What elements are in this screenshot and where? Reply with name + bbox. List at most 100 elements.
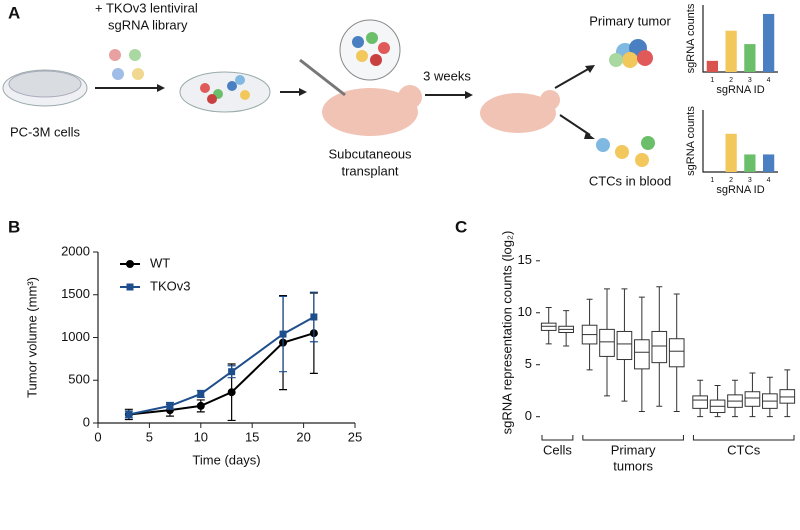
arrow: [559, 114, 591, 136]
transplant-label: Subcutaneous: [328, 146, 412, 161]
bar: [763, 13, 775, 72]
mouse: [480, 93, 556, 133]
x-tick-label: 2: [729, 77, 733, 84]
mouse-head: [540, 90, 560, 110]
group-label: tumors: [613, 458, 653, 473]
box: [540, 322, 557, 331]
arrow: [554, 67, 591, 89]
panel-label: A: [8, 3, 20, 22]
x-tick-label: 1: [710, 177, 714, 184]
y-tick-label: 1500: [61, 286, 90, 301]
y-tick-label: 2000: [61, 243, 90, 258]
group-label: CTCs: [727, 442, 761, 457]
axis: [97, 252, 355, 424]
arrowhead: [465, 91, 473, 99]
bar: [744, 154, 756, 172]
transplant-label: transplant: [341, 163, 398, 178]
panel-label: B: [8, 217, 20, 236]
diagram: [2, 19, 655, 167]
bar: [706, 60, 718, 72]
dish-cells: [8, 70, 82, 98]
bar: [725, 30, 737, 72]
box: [744, 391, 761, 407]
arrowhead: [299, 88, 307, 96]
x-tick-label: 3: [748, 77, 752, 84]
y-tick-label: 5: [525, 356, 532, 371]
x-tick-label: 0: [94, 429, 101, 444]
box: [692, 395, 708, 409]
point: [197, 390, 205, 398]
x-axis-label: sgRNA ID: [716, 84, 764, 96]
legend-marker: [126, 283, 134, 291]
y-tick-label: 15: [518, 252, 532, 267]
tumor: [609, 39, 653, 68]
point: [279, 330, 287, 338]
legend-label: TKOv3: [150, 278, 190, 293]
legend-marker: [126, 260, 134, 268]
x-tick-label: 10: [194, 429, 208, 444]
library-label: + TKOv3 lentiviral: [95, 0, 198, 15]
y-tick-label: 0: [525, 408, 532, 423]
bar: [763, 154, 775, 172]
ctc-label: CTCs in blood: [589, 173, 671, 188]
box: [634, 339, 650, 370]
box: [616, 330, 633, 361]
point: [125, 410, 133, 418]
cells-label: PC-3M cells: [10, 124, 81, 139]
box: [599, 328, 615, 357]
arrowhead: [584, 132, 595, 139]
y-tick-label: 0: [83, 414, 90, 429]
x-tick-label: 25: [348, 429, 362, 444]
series-line: [128, 332, 315, 416]
y-tick-label: 10: [518, 304, 532, 319]
x-tick-label: 1: [710, 77, 714, 84]
x-tick-label: 3: [748, 177, 752, 184]
x-tick-label: 4: [767, 77, 771, 84]
x-tick-label: 15: [245, 429, 259, 444]
point: [166, 402, 174, 410]
bar: [744, 44, 756, 72]
library-label: sgRNA library: [108, 17, 188, 32]
tumor-label: Primary tumor: [589, 13, 671, 28]
mouse-head: [398, 85, 422, 109]
cell-cluster-inset: [339, 19, 401, 81]
arrowhead: [585, 65, 595, 73]
arrowhead: [157, 84, 165, 92]
panel-label: C: [455, 217, 467, 236]
group-bracket: [582, 435, 684, 441]
y-axis-label: sgRNA representation counts (log₂): [499, 231, 514, 435]
x-axis-label: sgRNA ID: [716, 184, 764, 196]
group-label: Cells: [543, 442, 572, 457]
box: [651, 330, 668, 364]
y-tick-label: 1000: [61, 329, 90, 344]
mouse: [322, 88, 418, 136]
series-line: [128, 316, 315, 416]
x-tick-label: 20: [296, 429, 310, 444]
box: [779, 389, 796, 404]
cluster-cells: [352, 32, 390, 66]
group-bracket: [541, 435, 574, 441]
y-axis-label: sgRNA counts: [685, 3, 697, 73]
bar: [725, 133, 737, 172]
point: [196, 401, 205, 410]
x-tick-label: 5: [146, 429, 153, 444]
ctcs: [596, 136, 655, 167]
point: [227, 388, 236, 397]
group-label: Primary: [611, 442, 656, 457]
virus-icons: [109, 49, 144, 80]
y-axis-label: Tumor volume (mm³): [24, 277, 39, 398]
point: [228, 368, 236, 376]
point: [310, 313, 318, 321]
time-label: 3 weeks: [423, 68, 471, 83]
group-bracket: [692, 435, 795, 441]
dish: [179, 71, 271, 113]
legend-label: WT: [150, 255, 170, 270]
box: [668, 338, 685, 368]
syringe: [299, 58, 346, 97]
y-tick-label: 500: [68, 372, 90, 387]
y-axis-label: sgRNA counts: [685, 106, 697, 176]
x-axis-label: Time (days): [192, 452, 260, 467]
x-tick-label: 4: [767, 177, 771, 184]
transduced-cells: [200, 75, 250, 104]
